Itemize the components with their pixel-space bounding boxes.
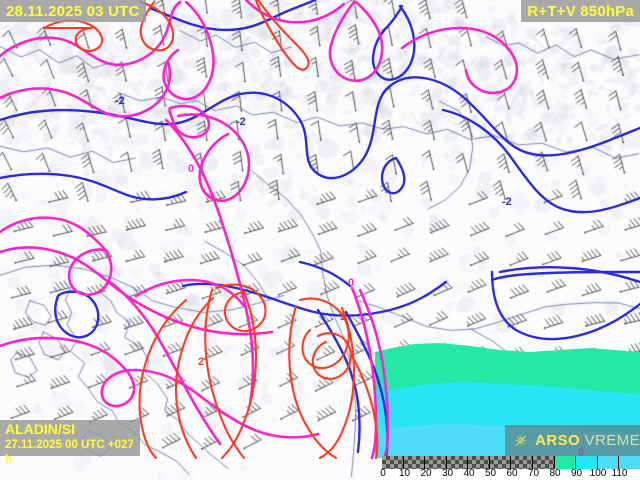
valid-time-label: 28.11.2025 03 UTC [0, 0, 146, 22]
colorbar-band [576, 456, 598, 469]
colorbar-band [446, 456, 469, 469]
colorbar-tick: 100 [589, 468, 607, 479]
colorbar-tick: 40 [463, 468, 475, 479]
colorbar-tick: 90 [570, 468, 583, 479]
colorbar-bands [382, 456, 640, 469]
colorbar-tick: 0 [380, 468, 386, 479]
colorbar-tick: 70 [527, 468, 540, 479]
colorbar-band [619, 456, 640, 469]
colorbar-band [554, 456, 577, 469]
valid-time-text: 28.11.2025 03 UTC [6, 2, 140, 20]
product-label: R+T+V 850hPa [521, 0, 640, 22]
arso-logo[interactable]: ARSO VREME [505, 425, 640, 456]
colorbar-band [511, 456, 534, 469]
colorbar-tick: 110 [611, 468, 628, 479]
colorbar-tick: 20 [420, 468, 432, 479]
product-text: R+T+V 850hPa [527, 2, 634, 20]
logo-wordmark: ARSO VREME [535, 432, 640, 449]
colorbar[interactable]: 0 10 20 30 40 50 60 70 80 90 100 110 [380, 456, 640, 480]
logo-vreme-text: VREME [584, 432, 640, 449]
colorbar-band [533, 456, 555, 469]
sun-crossed-icon [515, 435, 527, 446]
colorbar-tick: 10 [398, 468, 411, 479]
model-run-text: 27.11.2025 00 UTC +027 h [5, 439, 134, 466]
colorbar-tick: 80 [549, 468, 561, 479]
model-name-text: ALADIN/SI [5, 421, 75, 437]
colorbar-tick: 30 [441, 468, 454, 479]
colorbar-tick-labels: 0 10 20 30 40 50 60 70 80 90 100 110 [380, 468, 640, 480]
colorbar-band [403, 456, 426, 469]
colorbar-band [468, 456, 490, 469]
colorbar-band [425, 456, 447, 469]
colorbar-band [597, 456, 620, 469]
colorbar-band [489, 456, 512, 469]
colorbar-band [382, 456, 404, 469]
colorbar-tick: 60 [506, 468, 518, 479]
logo-arso-text: ARSO [535, 432, 581, 449]
colorbar-tick: 50 [484, 468, 497, 479]
model-info-box: ALADIN/SI 27.11.2025 00 UTC +027 h [0, 420, 140, 466]
